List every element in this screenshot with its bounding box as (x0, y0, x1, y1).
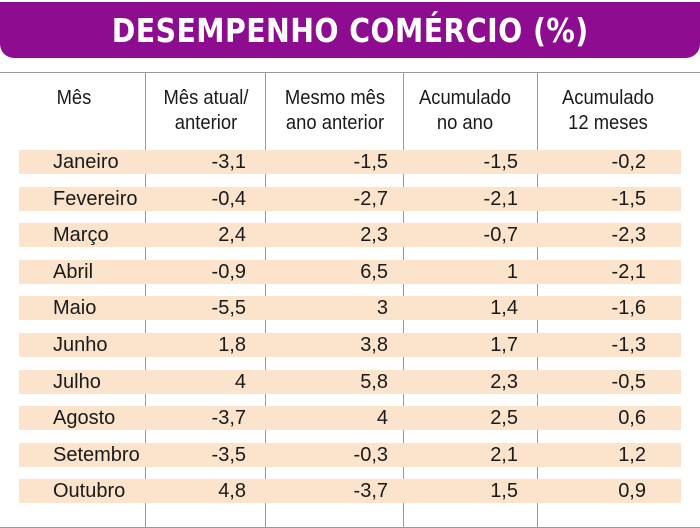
value-cell: 2,4 (218, 224, 246, 247)
value-cell: 2,1 (490, 443, 518, 466)
value-cell: 1,8 (218, 334, 246, 356)
value-cell: 5,8 (360, 370, 388, 393)
table-row: Fevereiro -0,4 -2,7 -2,1 -1,5 (19, 186, 681, 211)
table-title: DESEMPENHO COMÉRCIO (%) (111, 10, 589, 50)
value-cell: 4 (376, 407, 388, 430)
value-cell: -1,5 (483, 151, 518, 173)
value-cell: 2,3 (360, 224, 388, 247)
header-line: Mês (56, 87, 92, 109)
value-cell: 1,2 (618, 443, 646, 466)
table-row: Abril -0,9 6,5 1 -2,1 (19, 259, 681, 284)
header-line: 12 meses (568, 112, 648, 134)
value-cell: -2,1 (611, 260, 646, 283)
table-row: Junho 1,8 3,8 1,7 -1,3 (19, 333, 681, 357)
top-rule (0, 72, 700, 73)
value-cell: -3,7 (353, 480, 388, 503)
value-cell: -0,9 (211, 260, 246, 283)
month-cell: Abril (53, 260, 94, 283)
header-line: Mês atual/ (163, 87, 249, 109)
value-cell: 1,5 (490, 480, 518, 503)
header-line: ano anterior (285, 112, 385, 134)
value-cell: 2,5 (490, 407, 518, 430)
value-cell: -3,7 (211, 407, 246, 430)
table-row: Setembro -3,5 -0,3 2,1 1,2 (19, 442, 681, 467)
header-line: no ano (436, 112, 494, 134)
value-cell: 1,4 (490, 297, 518, 320)
value-cell: -0,3 (353, 443, 388, 466)
table-row: Março 2,4 2,3 -0,7 -2,3 (19, 223, 681, 248)
value-cell: 0,6 (618, 407, 646, 430)
title-banner: DESEMPENHO COMÉRCIO (%) (0, 2, 700, 58)
value-cell: 1,7 (490, 334, 518, 356)
table-row: Janeiro -3,1 -1,5 -1,5 -0,2 (19, 150, 681, 174)
table-row: Julho 4 5,8 2,3 -0,5 (19, 369, 681, 394)
value-cell: -5,5 (211, 297, 246, 320)
header-acumulado-ano: Acumulado no ano (405, 86, 525, 136)
month-cell: Maio (53, 297, 97, 320)
header-line: Acumulado (561, 87, 655, 109)
value-cell: -2,1 (483, 187, 518, 210)
value-cell: 4,8 (218, 480, 246, 503)
value-cell: -1,3 (611, 334, 646, 356)
month-cell: Janeiro (53, 151, 119, 173)
value-cell: -0,4 (211, 187, 246, 210)
month-cell: Agosto (53, 407, 116, 430)
header-mes-atual: Mês atual/ anterior (153, 86, 260, 136)
month-cell: Junho (53, 334, 108, 356)
header-line: Acumulado (418, 87, 512, 109)
value-cell: -0,2 (611, 151, 646, 173)
value-cell: -1,5 (611, 187, 646, 210)
value-cell: 6,5 (360, 260, 388, 283)
header-mes: Mês (43, 86, 106, 111)
header-mesmo-mes: Mesmo mês ano anterior (273, 86, 396, 136)
month-cell: Julho (53, 370, 101, 393)
header-acumulado-12: Acumulado 12 meses (544, 86, 673, 136)
month-cell: Setembro (53, 443, 140, 466)
table-row: Outubro 4,8 -3,7 1,5 0,9 (19, 479, 681, 504)
month-cell: Outubro (53, 480, 126, 503)
value-cell: 2,3 (490, 370, 518, 393)
value-cell: 3,8 (360, 334, 388, 356)
table-row: Maio -5,5 3 1,4 -1,6 (19, 296, 681, 321)
value-cell: -3,5 (211, 443, 246, 466)
value-cell: 4 (234, 370, 246, 393)
value-cell: -2,7 (353, 187, 388, 210)
header-line: Mesmo mês (284, 87, 386, 109)
value-cell: -0,7 (483, 224, 518, 247)
value-cell: -0,5 (611, 370, 646, 393)
value-cell: -1,5 (353, 151, 388, 173)
value-cell: -3,1 (211, 151, 246, 173)
table-row: Agosto -3,7 4 2,5 0,6 (19, 406, 681, 431)
value-cell: 0,9 (618, 480, 646, 503)
value-cell: 1 (506, 260, 518, 283)
value-cell: 3 (376, 297, 388, 320)
value-cell: -1,6 (611, 297, 646, 320)
data-table: Mês Mês atual/ anterior Mesmo mês ano an… (0, 72, 700, 528)
value-cell: -2,3 (611, 224, 646, 247)
month-cell: Fevereiro (53, 187, 138, 210)
month-cell: Março (53, 224, 109, 247)
header-line: anterior (174, 112, 238, 134)
